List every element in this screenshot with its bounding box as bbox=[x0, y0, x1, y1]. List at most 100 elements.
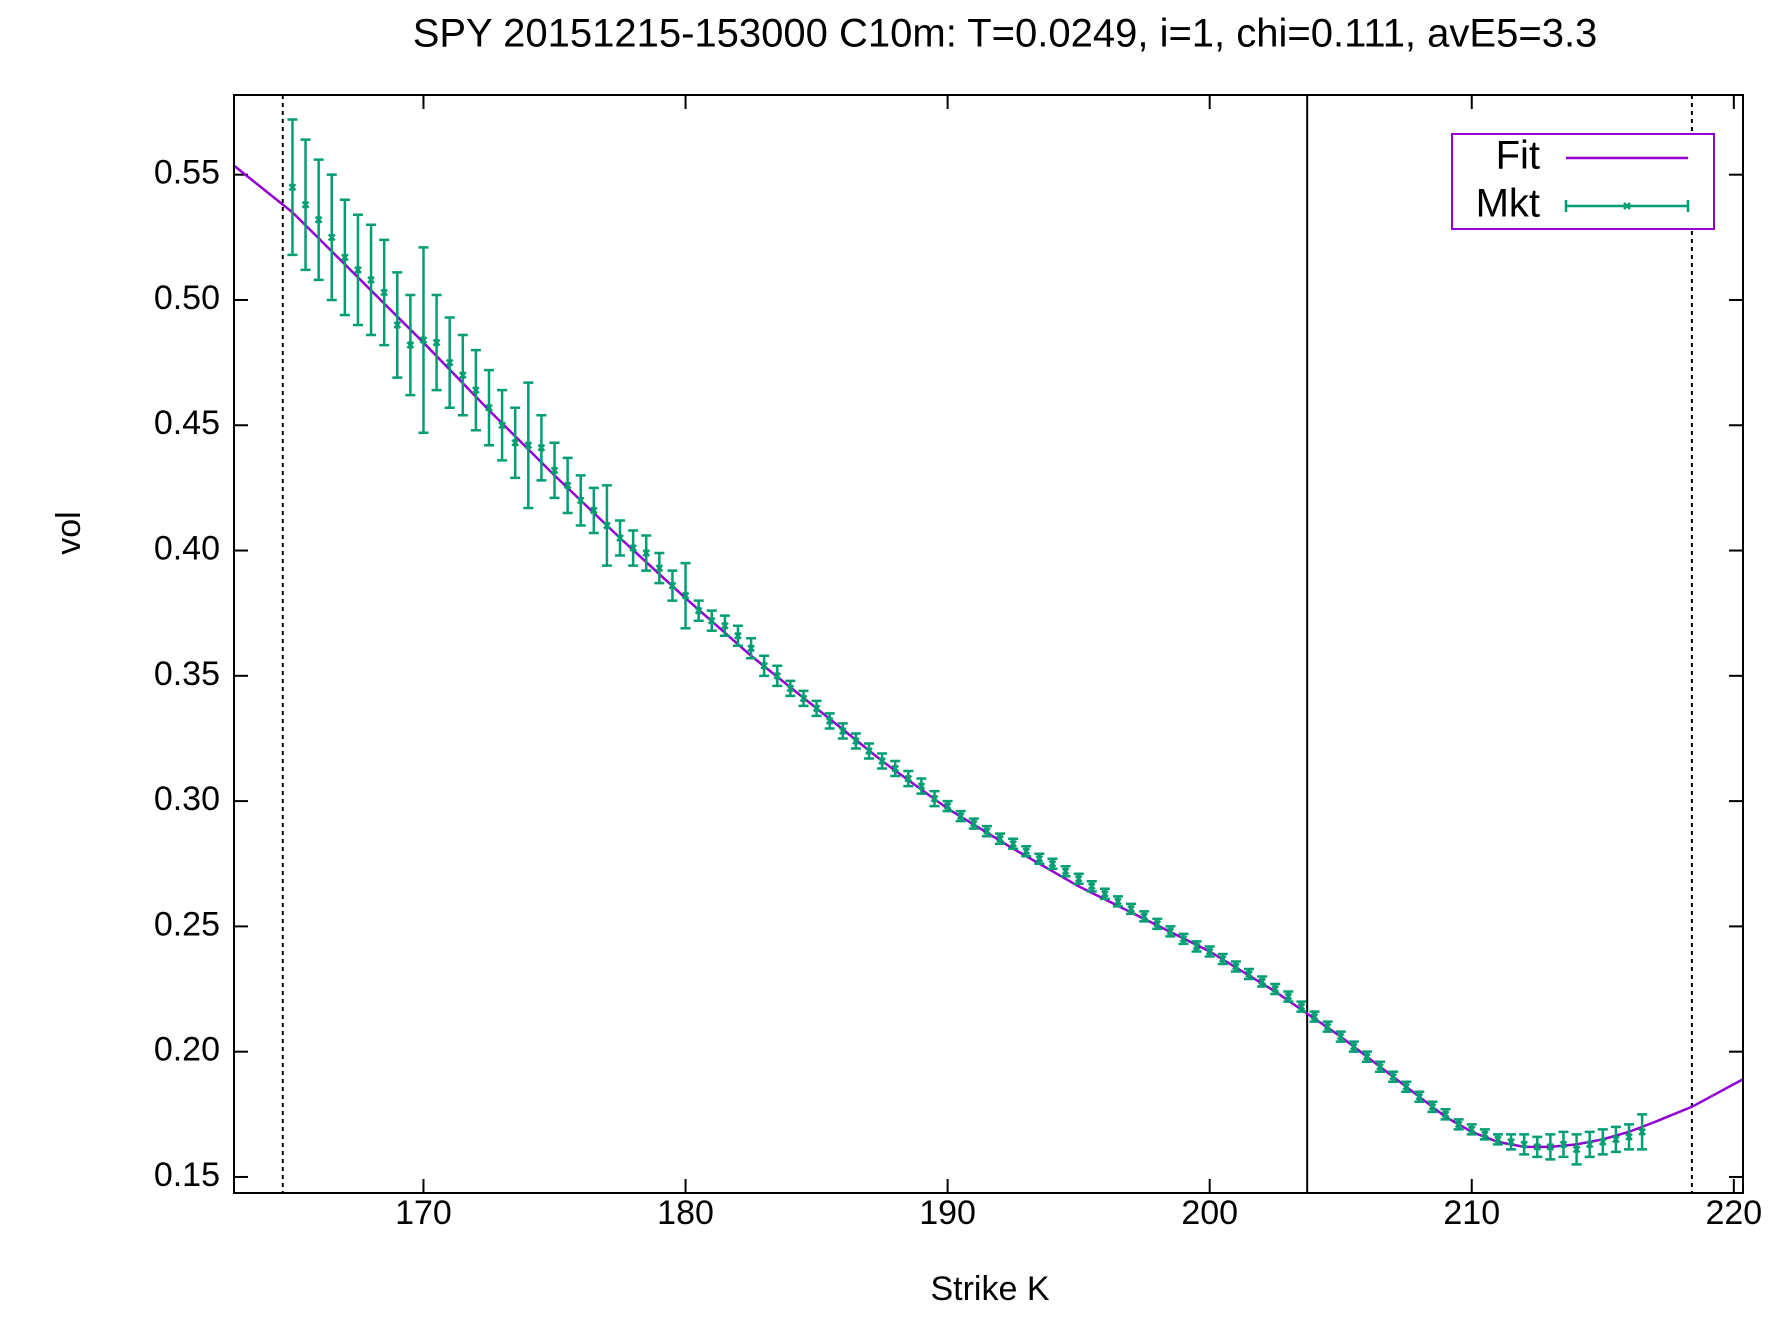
error-bar bbox=[863, 742, 874, 760]
error-bar bbox=[1532, 1135, 1543, 1159]
error-bar bbox=[1427, 1100, 1438, 1114]
error-bar bbox=[811, 699, 822, 718]
error-bar bbox=[1597, 1128, 1608, 1156]
y-tick-label: 0.45 bbox=[154, 404, 220, 442]
error-bar bbox=[1309, 1010, 1320, 1023]
error-bar bbox=[575, 474, 586, 527]
error-bar bbox=[300, 138, 311, 272]
error-bar bbox=[1401, 1080, 1412, 1094]
error-bar bbox=[1283, 990, 1294, 1003]
error-bar bbox=[746, 636, 757, 660]
error-bar bbox=[785, 679, 796, 698]
error-bar bbox=[418, 246, 429, 435]
error-bar bbox=[1388, 1070, 1399, 1083]
error-bar bbox=[1112, 895, 1123, 908]
error-bar bbox=[1034, 852, 1045, 865]
error-bar bbox=[719, 614, 730, 637]
error-bar bbox=[1571, 1133, 1582, 1166]
error-bar bbox=[1230, 960, 1241, 973]
x-tick-label: 210 bbox=[1443, 1194, 1500, 1232]
error-bar bbox=[706, 609, 717, 632]
error-bar bbox=[352, 213, 363, 327]
error-bar bbox=[732, 624, 743, 648]
error-bar bbox=[955, 809, 966, 823]
error-bar bbox=[981, 824, 992, 838]
error-bar bbox=[1519, 1133, 1530, 1156]
error-bar bbox=[903, 769, 914, 788]
error-bar bbox=[693, 599, 704, 622]
x-tick-label: 170 bbox=[395, 1194, 452, 1232]
error-bar bbox=[1335, 1030, 1346, 1043]
fit-line bbox=[233, 164, 1744, 1149]
error-bar bbox=[287, 118, 298, 257]
error-bar bbox=[1584, 1130, 1595, 1159]
error-bar bbox=[1624, 1123, 1634, 1151]
error-bar bbox=[1414, 1090, 1425, 1104]
error-bar bbox=[1558, 1130, 1569, 1159]
y-tick-label: 0.40 bbox=[154, 530, 220, 568]
error-bar bbox=[497, 388, 508, 462]
error-bar bbox=[1073, 872, 1084, 886]
y-tick-label: 0.30 bbox=[154, 780, 220, 818]
error-bar bbox=[929, 789, 940, 808]
error-bar bbox=[1257, 975, 1268, 988]
error-bar bbox=[890, 759, 901, 778]
error-bar bbox=[444, 316, 455, 409]
error-bar bbox=[379, 238, 390, 347]
y-tick-label: 0.50 bbox=[154, 279, 220, 317]
x-tick-label: 180 bbox=[657, 1194, 714, 1232]
error-bar bbox=[667, 569, 678, 602]
error-bar bbox=[877, 752, 888, 770]
error-bar bbox=[798, 689, 809, 708]
error-bar bbox=[1322, 1020, 1333, 1033]
error-bar bbox=[1099, 887, 1110, 901]
legend-label: Fit bbox=[1496, 134, 1540, 178]
error-bar bbox=[1047, 857, 1058, 871]
error-bar bbox=[916, 777, 927, 795]
error-bar bbox=[1610, 1125, 1621, 1154]
error-bar bbox=[1152, 917, 1163, 931]
error-bar bbox=[641, 534, 652, 572]
error-bar bbox=[1440, 1108, 1451, 1121]
error-bar bbox=[995, 832, 1006, 845]
error-bar bbox=[510, 406, 521, 480]
error-bar bbox=[1204, 945, 1215, 958]
y-tick-label: 0.25 bbox=[154, 905, 220, 943]
error-bar bbox=[549, 441, 560, 500]
error-bar bbox=[1637, 1113, 1648, 1151]
error-bar bbox=[1453, 1118, 1464, 1131]
error-bar bbox=[326, 173, 337, 302]
error-bar bbox=[628, 529, 639, 567]
y-tick-label: 0.20 bbox=[154, 1031, 220, 1069]
error-bar bbox=[772, 664, 783, 688]
legend-label: Mkt bbox=[1476, 182, 1540, 226]
error-bar bbox=[405, 293, 416, 397]
error-bar bbox=[680, 561, 691, 630]
error-bar bbox=[1060, 865, 1071, 878]
error-bar bbox=[1165, 925, 1176, 938]
legend-swatch bbox=[1564, 200, 1690, 212]
error-bar bbox=[1178, 932, 1189, 946]
y-tick-label: 0.35 bbox=[154, 655, 220, 693]
error-bar bbox=[942, 799, 953, 813]
error-bar bbox=[1244, 967, 1254, 981]
plot-frame bbox=[233, 94, 1744, 1194]
error-bar bbox=[1296, 1000, 1307, 1013]
chart-title: SPY 20151215-153000 C10m: T=0.0249, i=1,… bbox=[413, 12, 1598, 56]
x-axis-label: Strike K bbox=[930, 1270, 1049, 1308]
error-bar bbox=[1126, 902, 1137, 916]
error-bar bbox=[1479, 1128, 1490, 1141]
y-tick-label: 0.55 bbox=[154, 154, 220, 192]
error-bar bbox=[1008, 837, 1019, 850]
error-bar bbox=[1545, 1133, 1556, 1161]
error-bar bbox=[523, 381, 534, 510]
x-tick-label: 220 bbox=[1705, 1194, 1762, 1232]
error-bar bbox=[1375, 1060, 1386, 1073]
error-bar bbox=[392, 271, 403, 379]
error-bar bbox=[483, 368, 494, 447]
error-bar bbox=[1361, 1050, 1372, 1063]
error-bar bbox=[1021, 844, 1032, 858]
error-bar bbox=[968, 817, 979, 830]
error-bar bbox=[470, 348, 481, 432]
